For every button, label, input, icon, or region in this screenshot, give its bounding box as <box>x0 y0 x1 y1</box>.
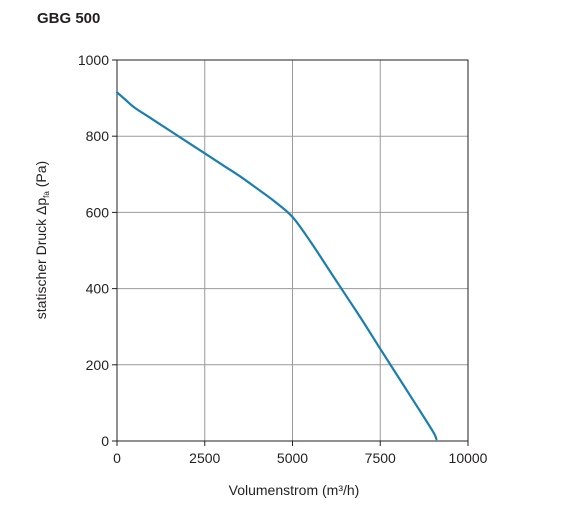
y-axis-label-subscript: fa <box>42 191 51 198</box>
grid-lines <box>117 60 468 441</box>
x-axis-label: Volumenstrom (m³/h) <box>229 482 360 498</box>
x-tick-label: 10000 <box>449 450 488 466</box>
y-axis-label-prefix: statischer Druck Δp <box>33 198 49 320</box>
x-tick-label: 2500 <box>189 450 220 466</box>
plot-frame <box>112 59 469 446</box>
y-tick-label: 400 <box>86 281 110 297</box>
y-tick-label: 0 <box>101 433 109 449</box>
y-tick-label: 800 <box>86 128 110 144</box>
y-tick-label: 200 <box>86 357 110 373</box>
x-tick-label: 5000 <box>277 450 308 466</box>
y-axis-label-suffix: (Pa) <box>33 161 49 191</box>
series-layer <box>115 91 438 441</box>
x-tick-label: 0 <box>113 450 121 466</box>
series-line <box>115 91 438 441</box>
y-tick-label: 600 <box>86 204 110 220</box>
x-tick-label: 7500 <box>365 450 396 466</box>
x-tick-labels: 0 2500 5000 7500 10000 <box>113 450 488 466</box>
y-tick-label: 1000 <box>78 52 109 68</box>
page-title: GBG 500 <box>37 10 101 27</box>
y-tick-labels: 0 200 400 600 800 1000 <box>78 52 109 449</box>
y-axis-label: statischer Druck Δpfa (Pa) <box>33 161 51 319</box>
